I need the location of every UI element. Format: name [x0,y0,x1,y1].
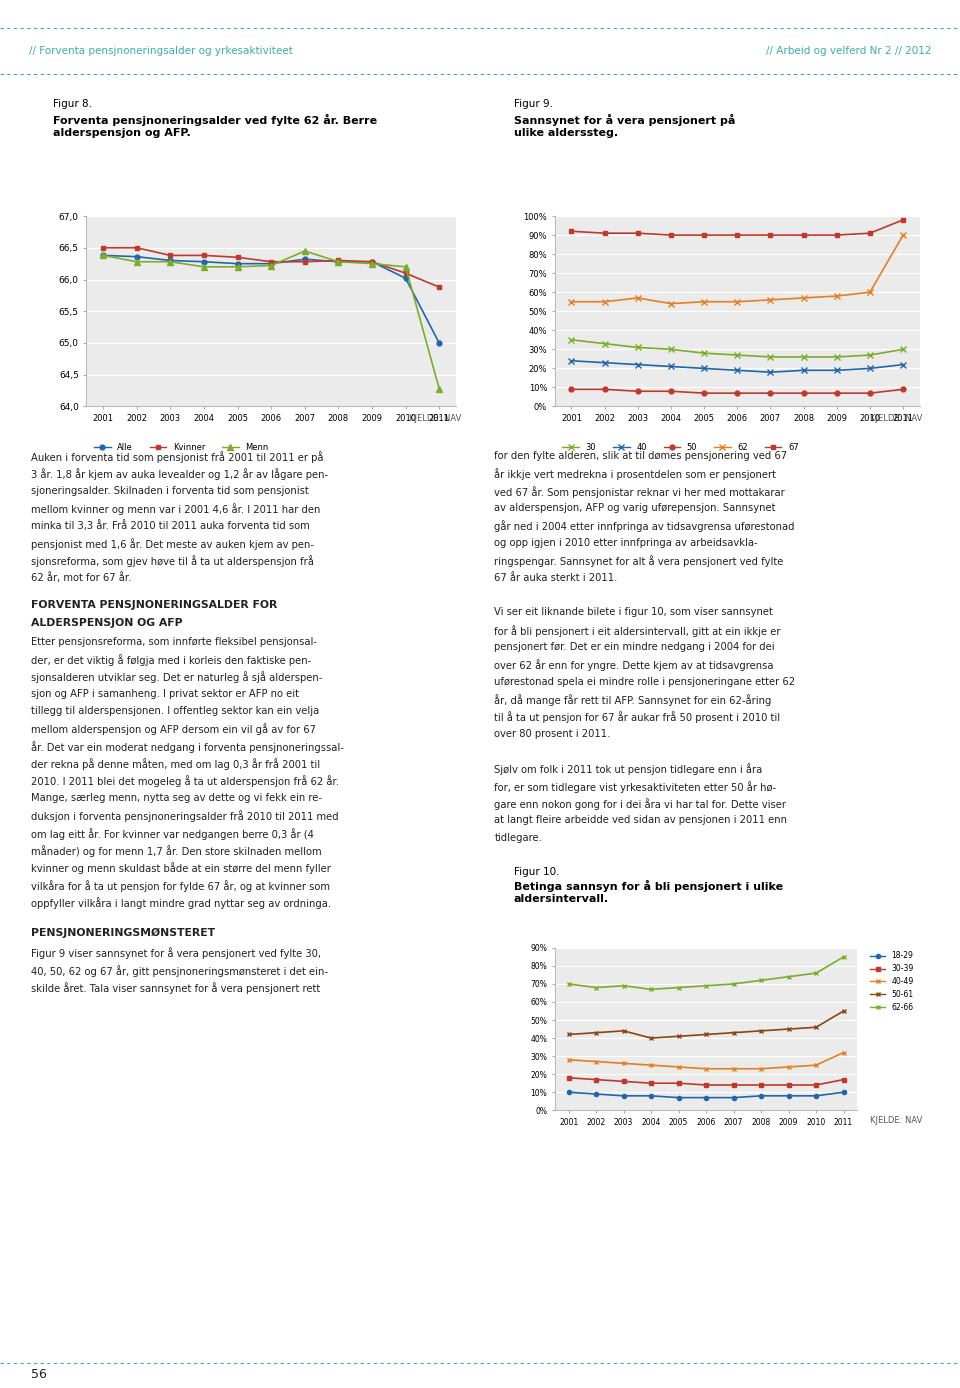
Text: år ikkje vert medrekna i prosentdelen som er pensjonert: år ikkje vert medrekna i prosentdelen so… [494,469,777,480]
Text: Etter pensjonsreforma, som innførte fleksibel pensjonsal-: Etter pensjonsreforma, som innførte flek… [31,637,317,647]
Text: der rekna på denne måten, med om lag 0,3 år frå 2001 til: der rekna på denne måten, med om lag 0,3… [31,758,320,770]
Text: over 62 år enn for yngre. Dette kjem av at tidsavgrensa: over 62 år enn for yngre. Dette kjem av … [494,659,774,672]
Text: for å bli pensjonert i eit aldersintervall, gitt at ein ikkje er: for å bli pensjonert i eit aldersinterva… [494,625,780,637]
Text: pensjonist med 1,6 år. Det meste av auken kjem av pen-: pensjonist med 1,6 år. Det meste av auke… [31,537,314,550]
Text: Betinga sannsyn for å bli pensjonert i ulike: Betinga sannsyn for å bli pensjonert i u… [514,880,783,892]
Text: sjonsalderen utviklar seg. Det er naturleg å sjå alderspen-: sjonsalderen utviklar seg. Det er naturl… [31,672,323,683]
Text: ALDERSPENSJON OG AFP: ALDERSPENSJON OG AFP [31,618,182,627]
Text: ulike alderssteg.: ulike alderssteg. [514,128,618,137]
Text: tidlegare.: tidlegare. [494,833,542,843]
Text: år, då mange får rett til AFP. Sannsynet for ein 62-åring: år, då mange får rett til AFP. Sannsynet… [494,694,772,706]
Text: Figur 9 viser sannsynet for å vera pensjonert ved fylte 30,: Figur 9 viser sannsynet for å vera pensj… [31,947,321,959]
Text: der, er det viktig å følgja med i korleis den faktiske pen-: der, er det viktig å følgja med i korlei… [31,654,311,666]
Text: pensjonert før. Det er ein mindre nedgang i 2004 for dei: pensjonert før. Det er ein mindre nedgan… [494,641,775,652]
Text: minka til 3,3 år. Frå 2010 til 2011 auka forventa tid som: minka til 3,3 år. Frå 2010 til 2011 auka… [31,520,309,532]
Text: alderspensjon og AFP.: alderspensjon og AFP. [53,128,191,137]
Text: om lag eitt år. For kvinner var nedgangen berre 0,3 år (4: om lag eitt år. For kvinner var nedgange… [31,827,314,840]
Text: KJELDE: NAV: KJELDE: NAV [870,415,923,423]
Text: sjonsreforma, som gjev høve til å ta ut alderspensjon frå: sjonsreforma, som gjev høve til å ta ut … [31,555,314,568]
Text: sjon og AFP i samanheng. I privat sektor er AFP no eit: sjon og AFP i samanheng. I privat sektor… [31,688,299,698]
Legend: 30, 40, 50, 62, 67: 30, 40, 50, 62, 67 [559,440,802,455]
Text: for den fylte alderen, slik at til dømes pensjonering ved 67: for den fylte alderen, slik at til dømes… [494,451,787,461]
Text: Sannsynet for å vera pensjonert på: Sannsynet for å vera pensjonert på [514,114,735,126]
Text: PENSJNONERINGSMØNSTERET: PENSJNONERINGSMØNSTERET [31,929,215,938]
Text: Figur 9.: Figur 9. [514,99,553,108]
Text: Figur 10.: Figur 10. [514,866,560,877]
Text: // Forventa pensjnoneringsalder og yrkesaktiviteet: // Forventa pensjnoneringsalder og yrkes… [29,46,293,56]
Legend: 18-29, 30-39, 40-49, 50-61, 62-66: 18-29, 30-39, 40-49, 50-61, 62-66 [867,948,917,1015]
Legend: Alle, Kvinner, Menn: Alle, Kvinner, Menn [90,440,272,455]
Text: 2010. I 2011 blei det mogeleg å ta ut alderspensjon frå 62 år.: 2010. I 2011 blei det mogeleg å ta ut al… [31,776,339,787]
Text: FORVENTA PENSJNONERINGSALDER FOR: FORVENTA PENSJNONERINGSALDER FOR [31,600,277,611]
Text: ved 67 år. Som pensjonistar reknar vi her med mottakarar: ved 67 år. Som pensjonistar reknar vi he… [494,486,785,498]
Text: månader) og for menn 1,7 år. Den store skilnaden mellom: månader) og for menn 1,7 år. Den store s… [31,845,322,856]
Text: skilde året. Tala viser sannsynet for å vera pensjonert rett: skilde året. Tala viser sannsynet for å … [31,981,320,994]
Text: oppfyller vilkåra i langt mindre grad nyttar seg av ordninga.: oppfyller vilkåra i langt mindre grad ny… [31,897,331,909]
Text: for, er som tidlegare vist yrkesaktiviteten etter 50 år hø-: for, er som tidlegare vist yrkesaktivite… [494,780,777,793]
Text: KJELDE: NAV: KJELDE: NAV [870,1116,923,1126]
Text: uførestonad spela ei mindre rolle i pensjoneringane etter 62: uførestonad spela ei mindre rolle i pens… [494,676,796,687]
Text: 3 år. 1,8 år kjem av auka levealder og 1,2 år av lågare pen-: 3 år. 1,8 år kjem av auka levealder og 1… [31,469,328,480]
Text: tillegg til alderspensjonen. I offentleg sektor kan ein velja: tillegg til alderspensjonen. I offentleg… [31,706,319,716]
Text: 67 år auka sterkt i 2011.: 67 år auka sterkt i 2011. [494,572,618,583]
Text: Figur 8.: Figur 8. [53,99,92,108]
Text: Vi ser eit liknande bilete i figur 10, som viser sannsynet: Vi ser eit liknande bilete i figur 10, s… [494,607,773,618]
Text: Mange, særleg menn, nytta seg av dette og vi fekk ein re-: Mange, særleg menn, nytta seg av dette o… [31,793,322,802]
Text: 56: 56 [31,1367,47,1381]
Text: Auken i forventa tid som pensjonist frå 2001 til 2011 er på: Auken i forventa tid som pensjonist frå … [31,451,324,464]
Text: Sjølv om folk i 2011 tok ut pensjon tidlegare enn i åra: Sjølv om folk i 2011 tok ut pensjon tidl… [494,763,762,776]
Text: 40, 50, 62 og 67 år, gitt pensjnoneringsmønsteret i det ein-: 40, 50, 62 og 67 år, gitt pensjnonerings… [31,965,327,977]
Text: // Arbeid og velferd Nr 2 // 2012: // Arbeid og velferd Nr 2 // 2012 [766,46,931,56]
Text: gare enn nokon gong for i dei åra vi har tal for. Dette viser: gare enn nokon gong for i dei åra vi har… [494,798,786,811]
Text: duksjon i forventa pensjnoneringsalder frå 2010 til 2011 med: duksjon i forventa pensjnoneringsalder f… [31,811,338,822]
Text: kvinner og menn skuldast både at ein større del menn fyller: kvinner og menn skuldast både at ein stø… [31,862,330,874]
Text: at langt fleire arbeidde ved sidan av pensjonen i 2011 enn: at langt fleire arbeidde ved sidan av pe… [494,815,787,826]
Text: mellom kvinner og menn var i 2001 4,6 år. I 2011 har den: mellom kvinner og menn var i 2001 4,6 år… [31,502,320,515]
Text: mellom alderspensjon og AFP dersom ein vil gå av for 67: mellom alderspensjon og AFP dersom ein v… [31,723,316,736]
Text: vilkåra for å ta ut pensjon for fylde 67 år, og at kvinner som: vilkåra for å ta ut pensjon for fylde 67… [31,880,329,891]
Text: KJELDE: NAV: KJELDE: NAV [409,415,462,423]
Text: til å ta ut pensjon for 67 år aukar frå 50 prosent i 2010 til: til å ta ut pensjon for 67 år aukar frå … [494,711,780,723]
Text: aldersintervall.: aldersintervall. [514,894,609,904]
Text: går ned i 2004 etter innfpringa av tidsavgrensa uførestonad: går ned i 2004 etter innfpringa av tidsa… [494,520,795,533]
Text: og opp igjen i 2010 etter innfpringa av arbeidsavkla-: og opp igjen i 2010 etter innfpringa av … [494,537,758,548]
Text: over 80 prosent i 2011.: over 80 prosent i 2011. [494,729,611,738]
Text: Forventa pensjnoneringsalder ved fylte 62 år. Berre: Forventa pensjnoneringsalder ved fylte 6… [53,114,377,126]
Text: 62 år, mot for 67 år.: 62 år, mot for 67 år. [31,572,132,583]
Text: av alderspensjon, AFP og varig uførepensjon. Sannsynet: av alderspensjon, AFP og varig uførepens… [494,502,776,514]
Text: år. Det var ein moderat nedgang i forventa pensjnoneringssal-: år. Det var ein moderat nedgang i forven… [31,741,344,752]
Text: sjoneringsalder. Skilnaden i forventa tid som pensjonist: sjoneringsalder. Skilnaden i forventa ti… [31,486,308,496]
Text: ringspengar. Sannsynet for alt å vera pensjonert ved fylte: ringspengar. Sannsynet for alt å vera pe… [494,555,783,568]
